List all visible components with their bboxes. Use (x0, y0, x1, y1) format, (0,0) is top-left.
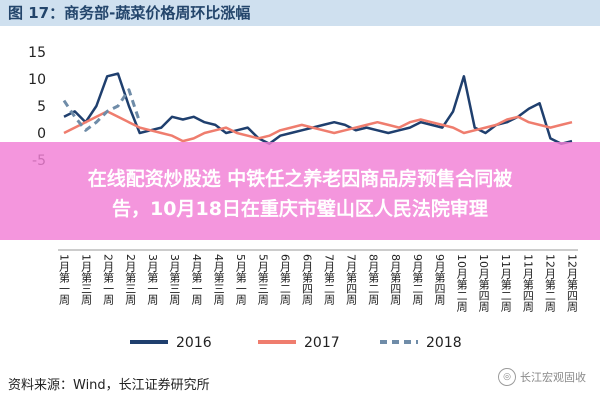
x-tick-label: 4月第一周 (190, 254, 203, 306)
x-tick-label: 2月第三周 (124, 254, 137, 306)
x-tick-label: 9月第四周 (433, 254, 446, 306)
x-tick-label: 5月第三周 (256, 254, 269, 306)
x-tick-label: 11月第四周 (521, 254, 534, 313)
banner-line-1: 在线配资炒股选 中铁任之养老因商品房预售合同被 (87, 168, 513, 190)
x-tick-label: 7月第二周 (323, 254, 336, 306)
series-lines (62, 72, 573, 146)
figure-title: 图 17：商务部-蔬菜价格周环比涨幅 (0, 0, 600, 26)
x-tick-label: 3月第一周 (146, 254, 159, 306)
x-tick-label: 8月第四周 (389, 254, 402, 306)
x-tick-label: 7月第四周 (345, 254, 358, 306)
legend-label-2017: 2017 (304, 335, 340, 351)
x-tick-label: 1月第一周 (58, 254, 71, 306)
legend-label-2016: 2016 (176, 335, 212, 351)
x-tick-label: 10月第二周 (455, 254, 468, 313)
series-line-2018 (62, 88, 142, 132)
x-tick-label: 6月第二周 (278, 254, 291, 306)
legend-label-2018: 2018 (426, 335, 462, 351)
x-tick-label: 1月第三周 (80, 254, 93, 306)
x-tick-label: 11月第二周 (499, 254, 512, 313)
legend: 2016 2017 2018 (130, 335, 462, 351)
x-tick-label: 6月第四周 (300, 254, 313, 306)
x-axis: 1月第一周 1月第三周 2月第一周 2月第三周 3月第一周 3月第三周 4月第一周 4月第三周… (58, 249, 579, 313)
watermark-text: 长江宏观固收 (520, 371, 586, 384)
x-tick-label: 5月第一周 (234, 254, 247, 306)
watermark: ◎ 长江宏观固收 (498, 366, 586, 388)
wechat-logo-icon: ◎ (498, 368, 516, 386)
banner-line-2: 告，10月18日在重庆市璧山区人民法院审理 (112, 198, 488, 220)
x-tick-label: 9月第二周 (411, 254, 424, 306)
series-line-2017 (63, 110, 573, 143)
x-tick-label: 3月第三周 (168, 254, 181, 306)
series-line-2016 (63, 72, 573, 146)
overlay-banner[interactable]: 在线配资炒股选 中铁任之养老因商品房预售合同被 告，10月18日在重庆市璧山区人… (0, 142, 600, 240)
x-tick-label: 4月第三周 (212, 254, 225, 306)
y-tick-label: 10 (28, 72, 46, 88)
y-tick-label: 15 (28, 45, 46, 61)
x-tick-label: 8月第二周 (367, 254, 380, 306)
x-tick-label: 2月第一周 (102, 254, 115, 306)
y-tick-label: 5 (37, 99, 46, 115)
banner-text: 在线配资炒股选 中铁任之养老因商品房预售合同被 告，10月18日在重庆市璧山区人… (0, 164, 600, 224)
y-tick-label: 0 (37, 126, 46, 142)
source-note: 资料来源：Wind，长江证券研究所 (8, 378, 210, 393)
x-tick-label: 12月第四周 (566, 254, 579, 313)
x-tick-label: 10月第四周 (477, 254, 490, 313)
x-tick-label: 12月第二周 (543, 254, 556, 313)
